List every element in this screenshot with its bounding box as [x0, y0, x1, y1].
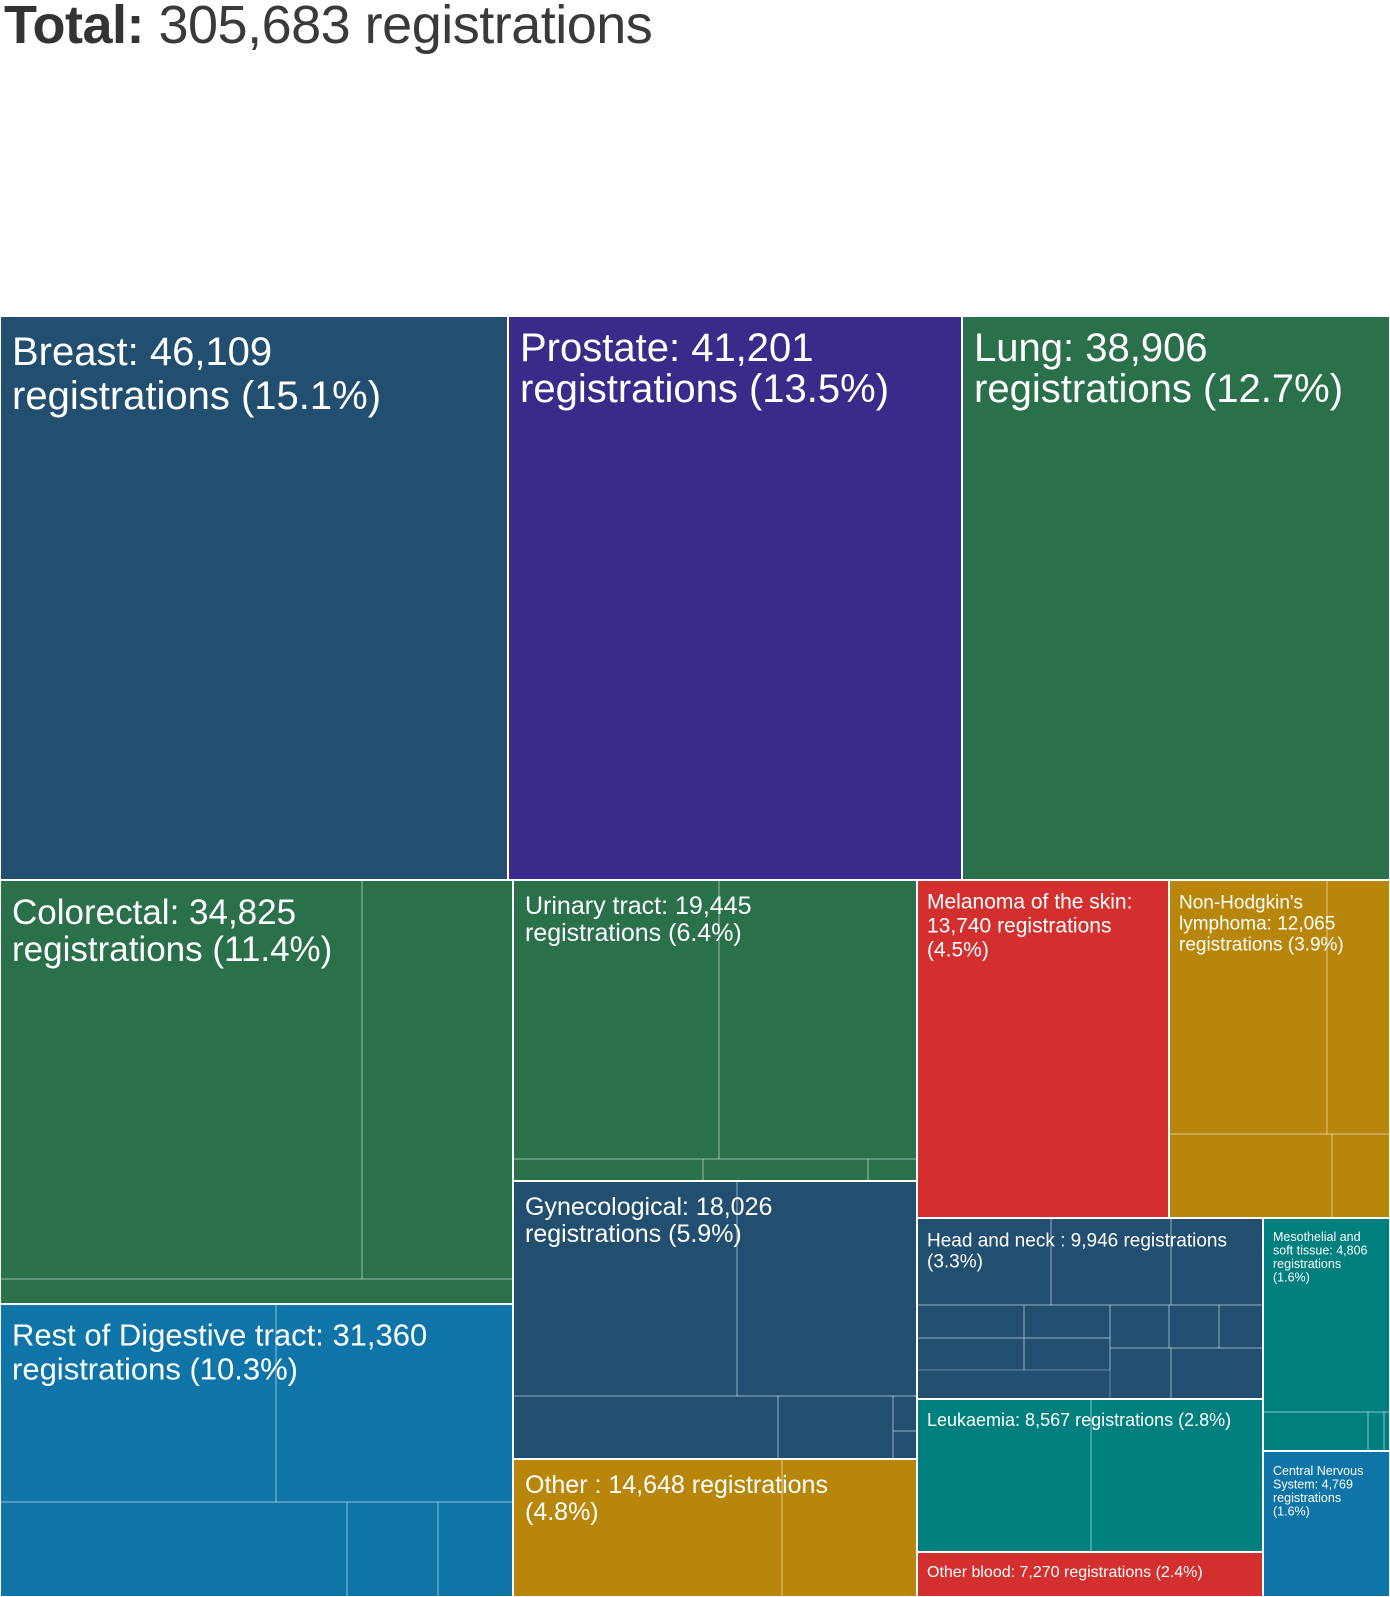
treemap-label-cns-line-2: registrations [1273, 1491, 1341, 1505]
treemap-subrect-other-0 [512, 1458, 783, 1597]
treemap-rect-gynecological[interactable] [512, 1180, 918, 1460]
treemap-subrect-rest-digestive-3 [346, 1501, 439, 1597]
treemap-rect-leukaemia[interactable] [916, 1398, 1264, 1553]
treemap-subrect-nhl-1 [1326, 879, 1390, 1135]
treemap-rect-breast[interactable] [0, 315, 509, 881]
treemap-subrect-head-neck-0 [916, 1217, 1052, 1306]
treemap-subrect-rest-digestive-2 [0, 1501, 348, 1597]
treemap-label-nhl-line-1: lymphoma: 12,065 [1179, 914, 1335, 935]
treemap-subrect-head-neck-8 [916, 1337, 1025, 1371]
treemap-label-prostate-line-1: registrations (13.5%) [520, 367, 889, 411]
treemap-label-rest-digestive-line-0: Rest of Digestive tract: 31,360 [12, 1317, 427, 1352]
treemap-label-mesothelial-line-2: registrations [1273, 1257, 1341, 1271]
treemap-label-gynecological-line-0: Gynecological: 18,026 [525, 1193, 772, 1221]
treemap-label-mesothelial-line-3: (1.6%) [1273, 1271, 1310, 1285]
treemap-label-breast-line-1: registrations (15.1%) [12, 374, 381, 418]
treemap-rect-urinary[interactable] [512, 879, 918, 1182]
treemap-subrect-mesothelial-0 [1262, 1217, 1390, 1413]
treemap-subrect-head-neck-4 [1023, 1304, 1111, 1339]
treemap-label-cns-line-0: Central Nervous [1273, 1464, 1363, 1478]
treemap-label-urinary-line-1: registrations (6.4%) [525, 919, 742, 947]
treemap-rect-prostate[interactable] [507, 315, 963, 881]
treemap-label-other-line-1: (4.8%) [525, 1498, 599, 1526]
treemap-cell-leukaemia[interactable]: Leukaemia: 8,567 registrations (2.8%) [916, 1398, 1264, 1553]
treemap-label-prostate-line-0: Prostate: 41,201 [520, 326, 814, 370]
treemap-cell-head-neck[interactable]: Head and neck : 9,946 registrations(3.3%… [916, 1217, 1264, 1400]
treemap-label-nhl-line-0: Non-Hodgkin's [1179, 893, 1303, 914]
treemap-label-head-neck-line-0: Head and neck : 9,946 registrations [927, 1231, 1227, 1252]
treemap-label-lung-line-0: Lung: 38,906 [974, 326, 1208, 370]
treemap-label-colorectal-line-0: Colorectal: 34,825 [12, 893, 296, 932]
treemap-label-cns-line-3: (1.6%) [1273, 1505, 1310, 1519]
treemap-subrect-rest-digestive-0 [0, 1303, 277, 1503]
treemap-label-melanoma-line-2: (4.5%) [927, 938, 989, 961]
treemap-label-rest-digestive-line-1: registrations (10.3%) [12, 1351, 298, 1386]
treemap-rect-cns[interactable] [1262, 1450, 1390, 1597]
treemap-label-melanoma-line-0: Melanoma of the skin: [927, 890, 1132, 913]
treemap-subrect-head-neck-6 [1168, 1304, 1220, 1349]
treemap-rect-colorectal[interactable] [0, 879, 514, 1305]
treemap-label-mesothelial-line-0: Mesothelial and [1273, 1230, 1361, 1244]
treemap-label-head-neck-line-1: (3.3%) [927, 1252, 983, 1273]
treemap-label-cns-line-1: System: 4,769 [1273, 1478, 1353, 1492]
treemap-rect-other[interactable] [512, 1458, 918, 1597]
chart-title-value: 305,683 registrations [158, 0, 653, 55]
treemap-cell-melanoma[interactable]: Melanoma of the skin:13,740 registration… [916, 879, 1170, 1219]
treemap-label-other-line-0: Other : 14,648 registrations [525, 1471, 828, 1499]
treemap-subrect-nhl-0 [1168, 879, 1328, 1135]
treemap-label-colorectal-line-1: registrations (11.4%) [12, 930, 332, 969]
treemap-subrect-urinary-0 [512, 879, 720, 1160]
treemap-rect-melanoma[interactable] [916, 879, 1170, 1219]
chart-title-label: Total: [4, 0, 144, 55]
treemap-subrect-head-neck-9 [1023, 1337, 1111, 1371]
treemap-label-leukaemia-line-0: Leukaemia: 8,567 registrations (2.8%) [927, 1410, 1231, 1430]
treemap-label-mesothelial-line-1: soft tissue: 4,806 [1273, 1244, 1368, 1258]
treemap-subrect-head-neck-5 [1109, 1304, 1170, 1349]
chart-title: Total: 305,683 registrations [4, 0, 653, 56]
treemap-label-nhl-line-2: registrations (3.9%) [1179, 935, 1344, 956]
treemap-subrect-colorectal-0 [0, 879, 363, 1280]
treemap-cell-other[interactable]: Other : 14,648 registrations(4.8%) [512, 1458, 918, 1597]
treemap-rect-lung[interactable] [961, 315, 1390, 881]
treemap-label-gynecological-line-1: registrations (5.9%) [525, 1220, 742, 1248]
treemap-rect-nhl[interactable] [1168, 879, 1390, 1219]
treemap-subrect-head-neck-1 [1050, 1217, 1172, 1306]
treemap-cell-other-blood[interactable]: Other blood: 7,270 registrations (2.4%) [916, 1551, 1264, 1597]
treemap-subrect-head-neck-3 [916, 1304, 1025, 1339]
treemap-cell-rest-digestive[interactable]: Rest of Digestive tract: 31,360registrat… [0, 1303, 514, 1597]
treemap-label-melanoma-line-1: 13,740 registrations [927, 914, 1111, 937]
treemap-label-other-blood-line-0: Other blood: 7,270 registrations (2.4%) [927, 1564, 1203, 1581]
treemap-label-urinary-line-0: Urinary tract: 19,445 [525, 892, 752, 920]
treemap-rect-head-neck[interactable] [916, 1217, 1264, 1400]
treemap-label-lung-line-1: registrations (12.7%) [974, 367, 1343, 411]
treemap-label-breast-line-0: Breast: 46,109 [12, 330, 272, 374]
treemap-subrect-gynecological-0 [512, 1180, 738, 1397]
treemap-rect-mesothelial[interactable] [1262, 1217, 1390, 1452]
